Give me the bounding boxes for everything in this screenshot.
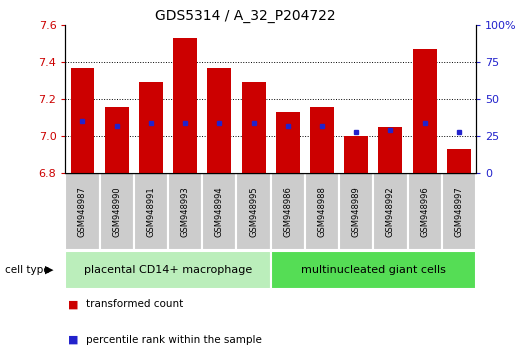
Text: GSM948991: GSM948991: [146, 186, 155, 237]
Text: GSM948988: GSM948988: [317, 186, 326, 237]
Bar: [99, 173, 134, 250]
Text: transformed count: transformed count: [86, 299, 184, 309]
Text: GSM948994: GSM948994: [215, 186, 224, 237]
Text: multinucleated giant cells: multinucleated giant cells: [301, 265, 446, 275]
Bar: [407, 173, 442, 250]
Bar: [271, 251, 476, 289]
Bar: [379, 127, 402, 173]
Text: ■: ■: [68, 299, 78, 309]
Bar: [276, 112, 300, 173]
Text: ▶: ▶: [46, 265, 54, 275]
Bar: [105, 107, 129, 173]
Bar: [413, 49, 437, 173]
Bar: [134, 173, 168, 250]
Text: percentile rank within the sample: percentile rank within the sample: [86, 335, 262, 345]
Text: GSM948995: GSM948995: [249, 186, 258, 237]
Text: ■: ■: [68, 335, 78, 345]
Bar: [373, 173, 407, 250]
Bar: [310, 107, 334, 173]
Text: GSM948990: GSM948990: [112, 186, 121, 237]
Bar: [339, 173, 373, 250]
Text: cell type: cell type: [5, 265, 50, 275]
Bar: [442, 173, 476, 250]
Bar: [139, 82, 163, 173]
Text: GSM948986: GSM948986: [283, 186, 292, 237]
Text: placental CD14+ macrophage: placental CD14+ macrophage: [84, 265, 252, 275]
Bar: [305, 173, 339, 250]
Bar: [202, 173, 236, 250]
Bar: [173, 38, 197, 173]
Bar: [65, 251, 271, 289]
Text: GSM948992: GSM948992: [386, 186, 395, 237]
Bar: [168, 173, 202, 250]
Bar: [447, 149, 471, 173]
Bar: [207, 68, 231, 173]
Text: GSM948993: GSM948993: [180, 186, 190, 237]
Text: GSM948989: GSM948989: [351, 186, 361, 237]
Bar: [271, 173, 305, 250]
Text: GSM948996: GSM948996: [420, 186, 429, 237]
Bar: [71, 68, 95, 173]
Bar: [344, 136, 368, 173]
Bar: [65, 173, 99, 250]
Text: GDS5314 / A_32_P204722: GDS5314 / A_32_P204722: [155, 9, 336, 23]
Text: GSM948987: GSM948987: [78, 186, 87, 237]
Bar: [236, 173, 271, 250]
Text: GSM948997: GSM948997: [454, 186, 463, 237]
Bar: [242, 82, 266, 173]
